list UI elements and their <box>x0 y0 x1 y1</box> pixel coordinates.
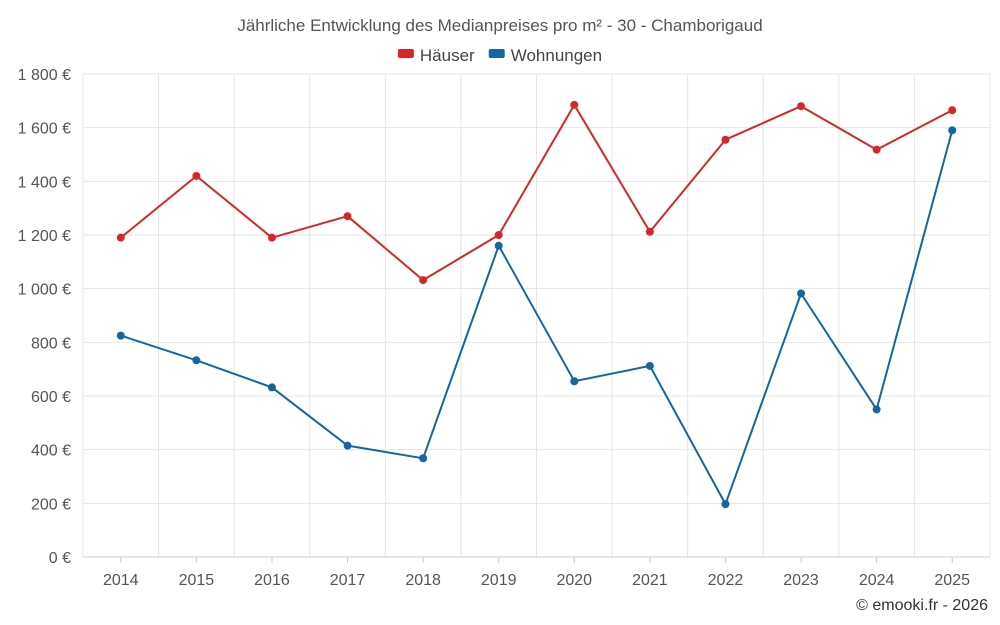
x-tick-label: 2016 <box>254 572 290 589</box>
data-point-h-user[interactable] <box>116 233 125 242</box>
legend-label: Häuser <box>420 46 475 65</box>
data-point-h-user[interactable] <box>948 106 957 115</box>
x-tick-label: 2019 <box>481 572 517 589</box>
data-point-h-user[interactable] <box>721 135 730 144</box>
x-tick-label: 2017 <box>330 572 366 589</box>
data-point-h-user[interactable] <box>872 145 881 154</box>
data-point-wohnungen[interactable] <box>343 441 352 450</box>
legend-swatch <box>488 49 505 58</box>
series-line-h-user <box>120 103 953 282</box>
data-point-wohnungen[interactable] <box>797 289 806 298</box>
series-layer <box>116 100 957 509</box>
y-axis-ticks: 0 € 200 € 400 € 600 € 800 € 1 000 € 1 200 € 1 4… <box>18 67 71 567</box>
data-point-wohnungen[interactable] <box>116 331 125 340</box>
y-tick-label: 1 600 € <box>18 121 71 138</box>
data-point-wohnungen[interactable] <box>192 356 201 365</box>
legend-item-wohnungen[interactable]: Wohnungen <box>488 46 602 65</box>
y-tick-label: 600 € <box>31 389 71 406</box>
data-point-wohnungen[interactable] <box>872 405 881 414</box>
y-tick-label: 1 800 € <box>18 67 71 84</box>
y-tick-label: 0 € <box>49 550 71 567</box>
y-tick-label: 800 € <box>31 335 71 352</box>
legend[interactable]: Häuser Wohnungen <box>397 46 602 65</box>
chart-title: Jährliche Entwicklung des Medianpreises … <box>237 16 762 35</box>
data-point-h-user[interactable] <box>267 233 276 242</box>
series-h-user <box>116 100 957 285</box>
series-line-wohnungen <box>120 130 954 506</box>
y-tick-label: 200 € <box>31 496 71 513</box>
data-point-wohnungen[interactable] <box>948 126 957 135</box>
data-point-h-user[interactable] <box>494 231 503 239</box>
data-point-wohnungen[interactable] <box>645 361 654 370</box>
y-tick-label: 1 400 € <box>18 174 71 191</box>
x-tick-label: 2020 <box>556 572 592 589</box>
data-point-h-user[interactable] <box>419 276 428 285</box>
data-point-h-user[interactable] <box>192 171 201 180</box>
y-tick-label: 400 € <box>31 443 71 460</box>
data-point-h-user[interactable] <box>570 100 579 109</box>
credit-text: © emooki.fr - 2026 <box>856 597 988 614</box>
data-point-h-user[interactable] <box>645 227 654 236</box>
y-tick-label: 1 200 € <box>18 228 71 245</box>
data-point-wohnungen[interactable] <box>721 500 730 509</box>
data-point-wohnungen[interactable] <box>267 383 276 392</box>
x-tick-label: 2023 <box>783 572 819 589</box>
series-wohnungen <box>116 126 957 509</box>
grid-lines <box>82 73 991 558</box>
data-point-h-user[interactable] <box>797 102 806 111</box>
x-axis-ticks: 2014 2015 2016 2017 2018 2019 2020 2021 2022 2023… <box>103 557 970 589</box>
y-tick-label: 1 000 € <box>18 282 71 299</box>
legend-item-h-user[interactable]: Häuser <box>397 46 475 65</box>
x-tick-label: 2022 <box>708 572 744 589</box>
x-tick-label: 2018 <box>405 572 441 589</box>
data-point-wohnungen[interactable] <box>570 377 579 386</box>
x-tick-label: 2025 <box>934 572 970 589</box>
x-tick-label: 2024 <box>859 572 895 589</box>
data-point-h-user[interactable] <box>343 212 352 221</box>
data-point-wohnungen[interactable] <box>494 241 503 250</box>
legend-label: Wohnungen <box>511 46 602 65</box>
legend-swatch <box>397 49 414 58</box>
x-tick-label: 2015 <box>179 572 215 589</box>
x-tick-label: 2014 <box>103 572 139 589</box>
x-tick-label: 2021 <box>632 572 668 589</box>
data-point-wohnungen[interactable] <box>419 454 428 463</box>
